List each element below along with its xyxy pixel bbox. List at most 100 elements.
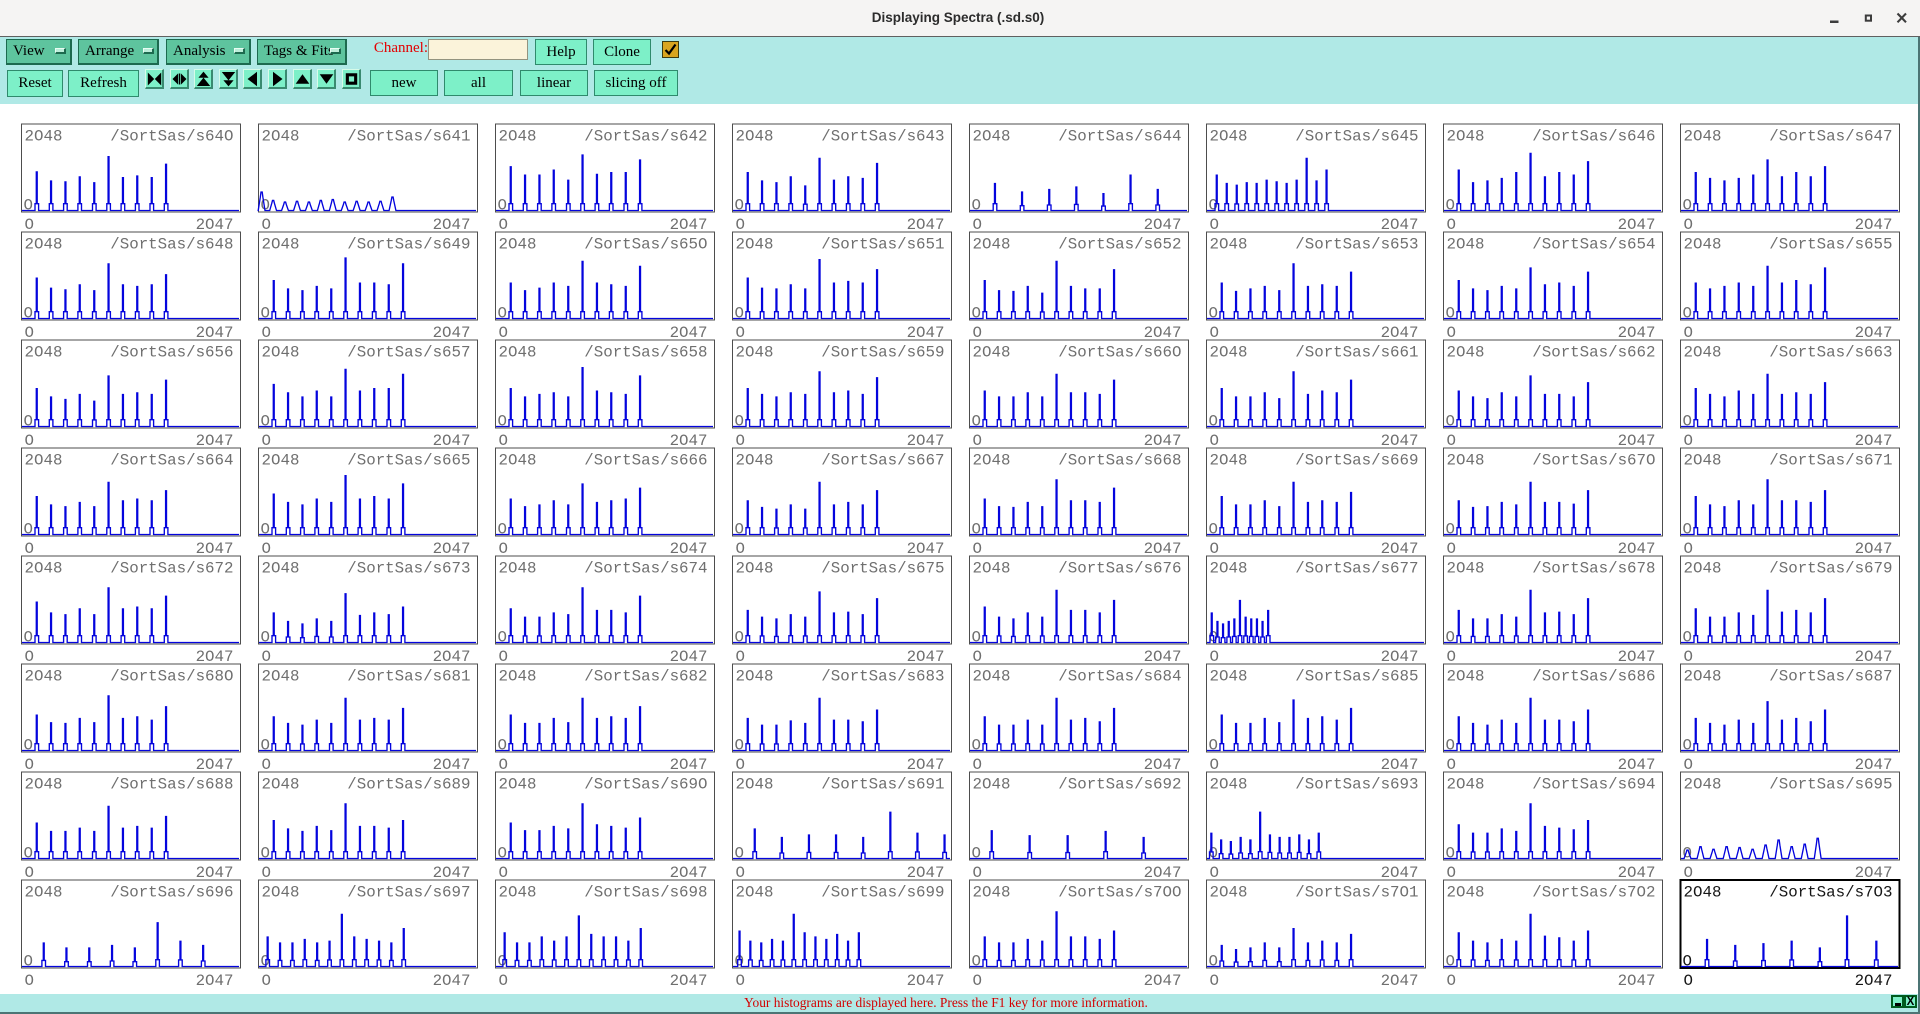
svg-text:2O47: 2O47 (1144, 864, 1182, 882)
svg-text:2O48: 2O48 (25, 128, 63, 146)
svg-text:O: O (25, 540, 34, 558)
svg-text:O: O (24, 845, 33, 863)
svg-text:2O48: 2O48 (262, 776, 300, 794)
svg-text:/SortSas/s69O: /SortSas/s69O (584, 776, 707, 794)
svg-text:O: O (1209, 953, 1218, 971)
svg-text:O: O (1447, 432, 1456, 450)
svg-text:O: O (499, 972, 508, 990)
svg-text:O: O (262, 648, 271, 666)
svg-text:/SortSas/s644: /SortSas/s644 (1058, 128, 1181, 146)
svg-text:2O47: 2O47 (1381, 324, 1419, 342)
svg-text:O: O (25, 324, 34, 342)
svg-text:2O47: 2O47 (1618, 216, 1656, 234)
svg-text:/SortSas/s681: /SortSas/s681 (347, 668, 470, 686)
svg-text:2O48: 2O48 (736, 344, 774, 362)
svg-text:O: O (25, 864, 34, 882)
svg-text:/SortSas/s673: /SortSas/s673 (347, 560, 470, 578)
svg-text:O: O (973, 756, 982, 774)
svg-text:O: O (1684, 216, 1693, 234)
svg-text:O: O (498, 197, 507, 215)
svg-text:/SortSas/s666: /SortSas/s666 (584, 452, 707, 470)
svg-text:O: O (1447, 864, 1456, 882)
svg-text:O: O (261, 197, 270, 215)
svg-text:O: O (499, 756, 508, 774)
svg-text:2O48: 2O48 (1684, 776, 1722, 794)
svg-text:/SortSas/s662: /SortSas/s662 (1532, 344, 1655, 362)
svg-text:/SortSas/s667: /SortSas/s667 (821, 452, 944, 470)
svg-text:/SortSas/s66O: /SortSas/s66O (1058, 344, 1181, 362)
svg-text:O: O (972, 737, 981, 755)
svg-text:2O47: 2O47 (670, 540, 708, 558)
svg-text:2O48: 2O48 (262, 452, 300, 470)
svg-text:O: O (1683, 521, 1692, 539)
svg-text:/SortSas/s65O: /SortSas/s65O (584, 236, 707, 254)
svg-text:O: O (1447, 324, 1456, 342)
svg-text:/SortSas/s645: /SortSas/s645 (1295, 128, 1418, 146)
svg-text:O: O (498, 737, 507, 755)
svg-text:2O48: 2O48 (973, 560, 1011, 578)
svg-text:/SortSas/s682: /SortSas/s682 (584, 668, 707, 686)
svg-text:2O48: 2O48 (1684, 128, 1722, 146)
svg-text:2O47: 2O47 (907, 324, 945, 342)
svg-text:2O47: 2O47 (433, 756, 471, 774)
svg-text:2O48: 2O48 (499, 560, 537, 578)
svg-text:2O47: 2O47 (907, 648, 945, 666)
svg-text:O: O (735, 737, 744, 755)
svg-text:O: O (1447, 756, 1456, 774)
svg-text:2O48: 2O48 (973, 776, 1011, 794)
svg-text:2O48: 2O48 (262, 560, 300, 578)
svg-text:/SortSas/s684: /SortSas/s684 (1058, 668, 1181, 686)
svg-text:2O47: 2O47 (196, 648, 234, 666)
svg-text:/SortSas/s652: /SortSas/s652 (1058, 236, 1181, 254)
svg-text:O: O (1683, 737, 1692, 755)
svg-text:O: O (498, 413, 507, 431)
svg-text:/SortSas/s648: /SortSas/s648 (110, 236, 233, 254)
svg-text:O: O (736, 432, 745, 450)
svg-text:O: O (498, 305, 507, 323)
svg-text:2O48: 2O48 (25, 884, 63, 902)
svg-text:2O47: 2O47 (1855, 216, 1893, 234)
svg-text:2O47: 2O47 (433, 648, 471, 666)
svg-text:2O47: 2O47 (1618, 324, 1656, 342)
svg-text:O: O (261, 629, 270, 647)
svg-text:O: O (736, 972, 745, 990)
svg-text:O: O (1446, 629, 1455, 647)
svg-text:2O47: 2O47 (907, 972, 945, 990)
svg-text:2O48: 2O48 (499, 884, 537, 902)
svg-text:O: O (1683, 845, 1692, 863)
svg-text:O: O (1210, 540, 1219, 558)
svg-text:/SortSas/s642: /SortSas/s642 (584, 128, 707, 146)
svg-text:O: O (1446, 953, 1455, 971)
svg-text:O: O (499, 648, 508, 666)
svg-text:O: O (1447, 216, 1456, 234)
svg-text:O: O (1210, 216, 1219, 234)
svg-text:/SortSas/s68O: /SortSas/s68O (110, 668, 233, 686)
svg-text:2O48: 2O48 (1447, 128, 1485, 146)
svg-text:/SortSas/s658: /SortSas/s658 (584, 344, 707, 362)
svg-text:2O48: 2O48 (262, 128, 300, 146)
svg-text:2O47: 2O47 (1618, 972, 1656, 990)
svg-text:2O47: 2O47 (1381, 540, 1419, 558)
svg-text:O: O (735, 197, 744, 215)
svg-text:O: O (25, 756, 34, 774)
svg-text:O: O (1683, 413, 1692, 431)
svg-text:O: O (972, 845, 981, 863)
svg-text:O: O (1210, 972, 1219, 990)
svg-text:O: O (499, 324, 508, 342)
svg-text:O: O (1684, 324, 1693, 342)
svg-text:/SortSas/s653: /SortSas/s653 (1295, 236, 1418, 254)
svg-text:/SortSas/s691: /SortSas/s691 (821, 776, 944, 794)
svg-text:O: O (736, 864, 745, 882)
svg-text:2O48: 2O48 (25, 668, 63, 686)
svg-text:2O48: 2O48 (262, 668, 300, 686)
svg-text:2O48: 2O48 (499, 776, 537, 794)
svg-text:2O47: 2O47 (1381, 864, 1419, 882)
svg-text:O: O (973, 540, 982, 558)
svg-text:/SortSas/s694: /SortSas/s694 (1532, 776, 1655, 794)
svg-text:2O48: 2O48 (262, 344, 300, 362)
svg-text:/SortSas/s698: /SortSas/s698 (584, 884, 707, 902)
svg-text:/SortSas/s689: /SortSas/s689 (347, 776, 470, 794)
svg-text:O: O (499, 540, 508, 558)
svg-text:O: O (735, 953, 744, 971)
svg-text:2O48: 2O48 (1210, 884, 1248, 902)
